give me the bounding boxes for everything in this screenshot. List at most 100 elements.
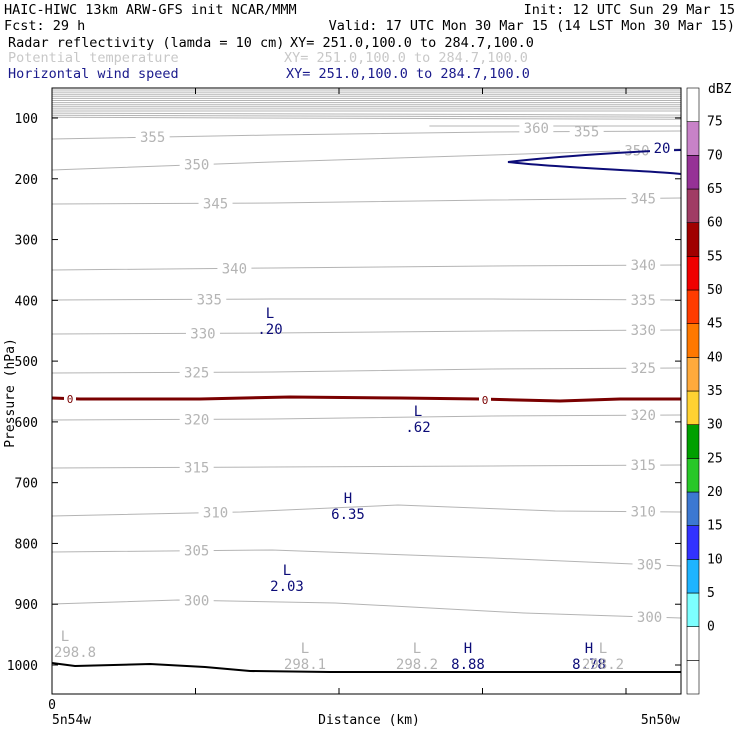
theta-contour-label: 345 (203, 196, 228, 212)
extremum-type-label: L (283, 563, 291, 579)
colorbar-swatch (686, 525, 700, 560)
colorbar-level-label: 5 (707, 586, 715, 601)
freezing-label-gap (479, 393, 491, 406)
theta-contour-label: 310 (203, 506, 228, 522)
header-forecast: Fcst: 29 h (4, 18, 85, 34)
colorbar-swatch (686, 256, 700, 291)
colorbar-swatch (686, 458, 700, 493)
colorbar-level-label: 25 (707, 451, 723, 466)
theta-contour-label: 310 (631, 505, 656, 521)
colorbar-level-label: 15 (707, 519, 723, 534)
theta-label-gap (626, 457, 661, 473)
colorbar-level-label: 50 (707, 283, 723, 298)
theta-contour-label: 340 (631, 258, 656, 274)
extremum-type-label: L (414, 404, 422, 420)
theta-contour-330 (51, 329, 682, 335)
colorbar-swatch (686, 559, 700, 594)
theta-contour-label: 335 (631, 293, 656, 309)
extremum-type-label: L (301, 641, 309, 657)
colorbar-swatch (686, 626, 700, 661)
theta-label-gap (185, 325, 220, 341)
theta-contour-label: 330 (190, 326, 215, 342)
wind-contour-20 (507, 149, 682, 175)
y-tick-label: 1000 (7, 659, 38, 674)
theta-contour-335 (51, 298, 682, 301)
y-tick-label: 900 (15, 598, 38, 613)
extremum-type-label: H (344, 491, 352, 507)
freezing-level-line (51, 395, 681, 403)
terrain-line (51, 662, 681, 673)
theta-contour-310 (51, 504, 682, 517)
theta-contour-label: 325 (631, 361, 656, 377)
colorbar-swatch (686, 390, 700, 425)
theta-label-gap (626, 190, 661, 206)
extremum-value-label: 298.8 (54, 645, 96, 661)
y-tick-label: 700 (15, 477, 38, 492)
theta-label-gap (135, 129, 170, 145)
colorbar-swatch (686, 424, 700, 459)
theta-label-gap (192, 291, 227, 307)
y-tick-label: 800 (15, 537, 38, 552)
theta-contour-340 (51, 264, 682, 271)
colorbar-level-label: 65 (707, 182, 723, 197)
theta-contour-label: 350 (184, 158, 209, 174)
x-left-location: 5n54w (52, 713, 91, 728)
header-field-reflectivity: Radar reflectivity (lamda = 10 cm) (8, 35, 284, 51)
theta-contour-345 (51, 197, 682, 205)
theta-label-gap (179, 411, 214, 427)
extremum-value-label: 298.2 (582, 657, 624, 673)
extremum-value-label: .62 (405, 420, 430, 436)
colorbar-level-label: 60 (707, 216, 723, 231)
theta-label-gap (179, 364, 214, 380)
theta-contour-315 (51, 464, 682, 469)
theta-contour-label: 320 (631, 408, 656, 424)
x-tick-label: 0 (48, 698, 56, 713)
x-right-location: 5n50w (641, 713, 680, 728)
y-tick-label: 500 (15, 355, 38, 370)
wind-contour-label: 20 (654, 141, 671, 157)
y-tick-label: 400 (15, 294, 38, 309)
extremum-type-label: L (266, 306, 274, 322)
colorbar-swatch (686, 323, 700, 358)
colorbar-level-label: 70 (707, 148, 723, 163)
theta-label-gap (179, 156, 214, 172)
header-init: Init: 12 UTC Sun 29 Mar 15 (524, 2, 735, 18)
theta-contour-label: 340 (222, 261, 247, 277)
colorbar-level-label: 75 (707, 115, 723, 130)
theta-contour-label: 360 (524, 121, 549, 137)
extremum-value-label: 6.35 (331, 507, 365, 523)
extremum-value-label: 2.03 (270, 579, 304, 595)
theta-contour-label: 355 (574, 125, 599, 141)
colorbar-unit: dBZ (708, 82, 732, 97)
header-title: HAIC-HIWC 13km ARW-GFS init NCAR/MMM (4, 2, 297, 18)
theta-contour-label: 315 (631, 458, 656, 474)
freezing-level-label: 0 (67, 393, 74, 406)
freezing-level-label: 0 (482, 394, 489, 407)
theta-label-gap (569, 123, 604, 139)
colorbar: 0 5 10 15 20 25 30 35 40 45 50 55 60 65 70 75 (686, 87, 723, 695)
colorbar-swatch (686, 491, 700, 526)
theta-contour-label: 305 (637, 558, 662, 574)
colorbar-level-label: 40 (707, 350, 723, 365)
extremum-value-label: 298.1 (284, 657, 326, 673)
y-tick-label: 300 (15, 234, 38, 249)
theta-label-gap (217, 260, 252, 276)
colorbar-level-label: 55 (707, 249, 723, 264)
colorbar-swatch (686, 660, 700, 695)
colorbar-swatch (686, 155, 700, 190)
theta-contour-label: 330 (631, 323, 656, 339)
y-tick-label: 100 (15, 112, 38, 127)
theta-contour-label: 300 (184, 593, 209, 609)
colorbar-level-label: 35 (707, 384, 723, 399)
theta-label-gap (519, 120, 554, 135)
extremum-type-label: L (61, 629, 69, 645)
theta-contour-label: 335 (197, 292, 222, 308)
y-tick-label: 200 (15, 173, 38, 188)
theta-contour-325 (51, 367, 682, 374)
header-field-theta: Potential temperature (8, 50, 179, 66)
theta-contour-305 (51, 549, 682, 567)
theta-label-gap (626, 360, 661, 376)
colorbar-level-label: 45 (707, 317, 723, 332)
